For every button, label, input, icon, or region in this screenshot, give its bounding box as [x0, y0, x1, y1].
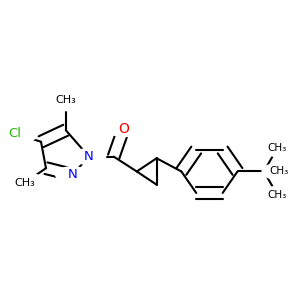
Text: N: N [84, 150, 94, 163]
Text: CH₃: CH₃ [268, 143, 287, 153]
Ellipse shape [262, 164, 296, 179]
Ellipse shape [56, 167, 89, 183]
Text: O: O [118, 122, 129, 136]
Ellipse shape [0, 123, 38, 144]
Ellipse shape [260, 140, 294, 156]
Ellipse shape [260, 187, 294, 202]
Ellipse shape [72, 148, 106, 165]
Ellipse shape [3, 173, 46, 193]
Text: CH₃: CH₃ [269, 167, 288, 176]
Ellipse shape [44, 90, 87, 111]
Ellipse shape [107, 121, 140, 136]
Text: CH₃: CH₃ [56, 95, 76, 106]
Text: CH₃: CH₃ [268, 190, 287, 200]
Text: Cl: Cl [8, 127, 21, 140]
Text: N: N [68, 168, 77, 181]
Text: CH₃: CH₃ [14, 178, 35, 188]
